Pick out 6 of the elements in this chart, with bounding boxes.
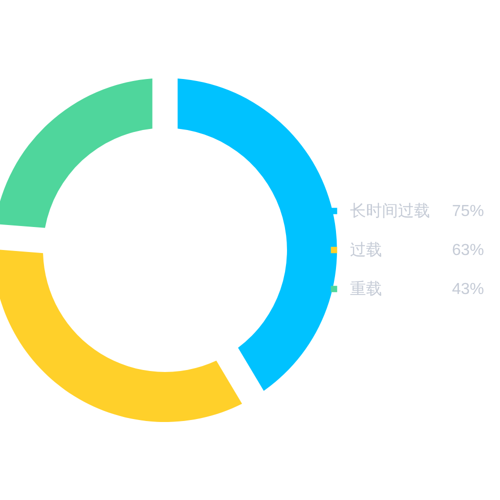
legend-label: 过载 (350, 241, 382, 259)
legend-label: 重载 (350, 280, 382, 298)
data-label: 75% (452, 203, 484, 220)
data-label: 43% (452, 281, 484, 298)
data-label: 63% (452, 242, 484, 259)
legend-label: 长时间过载 (350, 202, 430, 220)
